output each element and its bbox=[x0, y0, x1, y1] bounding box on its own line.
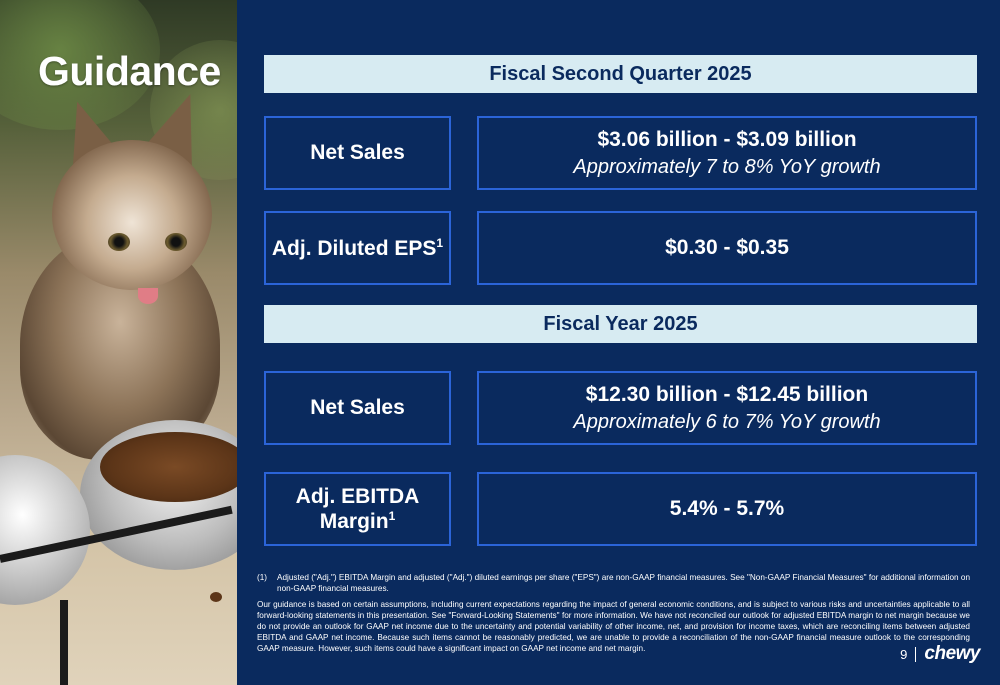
footnote-text: Adjusted ("Adj.") EBITDA Margin and adju… bbox=[277, 573, 970, 593]
page-number: 9 bbox=[900, 646, 908, 662]
q2-eps-label: Adj. Diluted EPS1 bbox=[264, 211, 451, 285]
footer: 9 chewy bbox=[900, 643, 980, 665]
disclaimer-text: Our guidance is based on certain assumpt… bbox=[257, 600, 970, 653]
footnote-marker: 1 bbox=[436, 235, 444, 250]
q2-eps-value: $0.30 - $0.35 bbox=[665, 236, 789, 259]
kitten-tongue bbox=[138, 288, 158, 304]
page-title: Guidance bbox=[38, 48, 221, 94]
section-header-fy: Fiscal Year 2025 bbox=[264, 305, 977, 343]
q2-net-sales-label: Net Sales bbox=[264, 116, 451, 190]
fy-net-sales-value-box: $12.30 billion - $12.45 billion Approxim… bbox=[477, 371, 977, 445]
footnote-marker: 1 bbox=[388, 508, 396, 523]
fy-net-sales-label-text: Net Sales bbox=[310, 396, 405, 419]
fy-ebitda-value-box: 5.4% - 5.7% bbox=[477, 472, 977, 546]
fy-ebitda-value: 5.4% - 5.7% bbox=[669, 497, 785, 520]
q2-eps-label-text: Adj. Diluted EPS bbox=[271, 236, 437, 260]
kitten-eye-left bbox=[108, 233, 130, 251]
kitten-head bbox=[52, 140, 212, 290]
kibble-piece bbox=[210, 592, 222, 602]
chewy-logo: chewy bbox=[924, 643, 980, 664]
bowl-stand-leg bbox=[60, 600, 68, 685]
footnote-1: (1) Adjusted ("Adj.") EBITDA Margin and … bbox=[257, 572, 970, 594]
q2-net-sales-growth: Approximately 7 to 8% YoY growth bbox=[573, 155, 881, 178]
footnotes: (1) Adjusted ("Adj.") EBITDA Margin and … bbox=[257, 572, 970, 654]
kitten-photo bbox=[0, 0, 237, 685]
q2-eps-value-box: $0.30 - $0.35 bbox=[477, 211, 977, 285]
kibble-food bbox=[100, 432, 237, 502]
water-bowl bbox=[0, 455, 90, 605]
q2-net-sales-value: $3.06 billion - $3.09 billion bbox=[597, 127, 857, 151]
q2-net-sales-value-box: $3.06 billion - $3.09 billion Approximat… bbox=[477, 116, 977, 190]
footer-divider bbox=[915, 646, 917, 662]
fy-net-sales-growth: Approximately 6 to 7% YoY growth bbox=[573, 410, 881, 433]
section-header-q2: Fiscal Second Quarter 2025 bbox=[264, 55, 977, 93]
q2-net-sales-label-text: Net Sales bbox=[310, 141, 405, 164]
fy-ebitda-label: Adj. EBITDA Margin1 bbox=[264, 472, 451, 546]
fy-net-sales-label: Net Sales bbox=[264, 371, 451, 445]
fy-net-sales-value: $12.30 billion - $12.45 billion bbox=[585, 382, 869, 406]
footnote-number: (1) bbox=[257, 573, 268, 582]
kitten-eye-right bbox=[165, 233, 187, 251]
fy-ebitda-label-text: Adj. EBITDA Margin bbox=[295, 484, 420, 533]
